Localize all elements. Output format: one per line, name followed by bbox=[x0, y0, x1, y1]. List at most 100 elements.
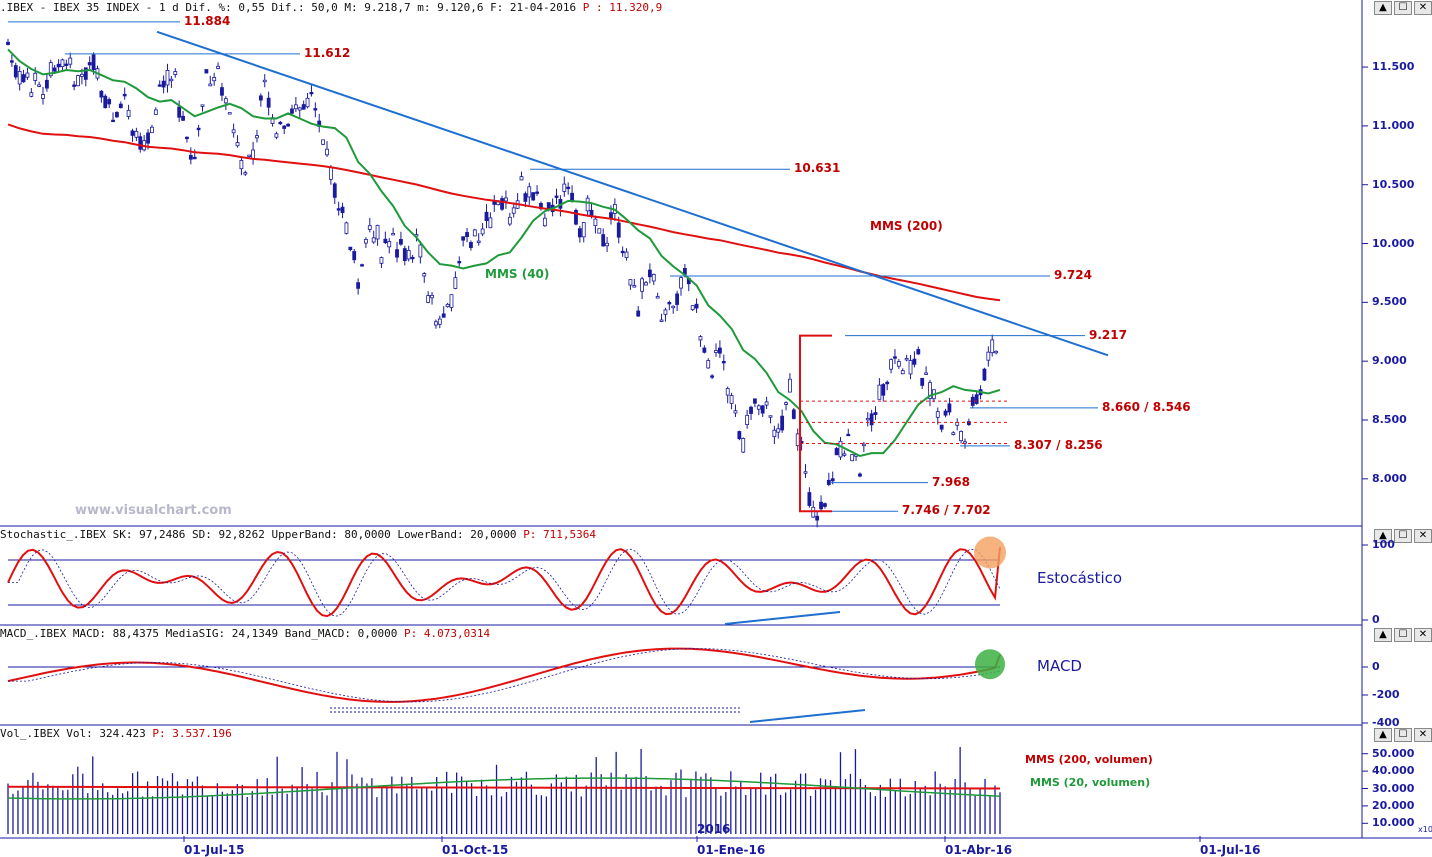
vol-window-buttons: ▲ ☐ ✕ bbox=[1362, 728, 1432, 742]
candle-body bbox=[76, 75, 80, 87]
price-axis-tick-label: 8.000 bbox=[1372, 471, 1407, 485]
candle-body bbox=[410, 256, 415, 260]
candle-body bbox=[698, 336, 703, 341]
candle-body bbox=[480, 228, 485, 235]
vol-mms20-line bbox=[7, 777, 1001, 800]
candle-body bbox=[768, 415, 773, 418]
vol-multiplier: x10 bbox=[1418, 825, 1432, 834]
candle-body bbox=[406, 249, 411, 260]
candle-body bbox=[68, 57, 73, 65]
candle-body bbox=[60, 59, 65, 68]
candle-body bbox=[17, 71, 22, 85]
candle-body bbox=[196, 127, 201, 131]
candle-body bbox=[636, 310, 641, 317]
x-axis-tick-label: 01-Abr-16 bbox=[945, 843, 1013, 857]
candle-body bbox=[418, 244, 423, 258]
candle-body bbox=[651, 273, 656, 282]
restore-button[interactable]: ☐ bbox=[1394, 529, 1412, 543]
price-level-label: 7.746 / 7.702 bbox=[902, 503, 991, 518]
candle-body bbox=[360, 264, 364, 267]
close-button[interactable]: ✕ bbox=[1414, 728, 1432, 742]
price-level-label: 8.307 / 8.256 bbox=[1014, 437, 1103, 452]
candle-body bbox=[216, 65, 220, 69]
candle-body bbox=[328, 166, 333, 180]
candle-body bbox=[153, 109, 158, 115]
maximize-button[interactable]: ▲ bbox=[1374, 529, 1392, 543]
candle-body bbox=[511, 207, 516, 214]
candle-body bbox=[457, 261, 462, 264]
candle-body bbox=[904, 358, 909, 361]
candle-body bbox=[367, 225, 372, 230]
candle-body bbox=[99, 90, 104, 98]
candle-body bbox=[103, 95, 108, 109]
maximize-button[interactable]: ▲ bbox=[1374, 628, 1392, 642]
candle-body bbox=[126, 109, 131, 117]
candle-body bbox=[449, 294, 454, 308]
candle-body bbox=[278, 121, 283, 125]
price-level-label: 7.968 bbox=[932, 474, 970, 489]
candle-body bbox=[437, 318, 442, 325]
x-axis-tick-label: 01-Jul-15 bbox=[184, 843, 245, 857]
candle-body bbox=[939, 424, 944, 430]
candle-body bbox=[986, 351, 991, 361]
candle-body bbox=[173, 71, 178, 75]
candle-body bbox=[935, 411, 940, 418]
candle-body bbox=[181, 115, 185, 121]
price-panel-header: .IBEX - IBEX 35 INDEX - 1 d Dif. %: 0,55… bbox=[0, 0, 1362, 16]
macd-highlight-marker bbox=[975, 649, 1005, 680]
price-axis-tick-label: 9.500 bbox=[1372, 295, 1407, 309]
restore-button[interactable]: ☐ bbox=[1394, 628, 1412, 642]
candle-body bbox=[928, 382, 932, 399]
candle-body bbox=[453, 277, 458, 289]
restore-button[interactable]: ☐ bbox=[1394, 1, 1412, 15]
candle-body bbox=[877, 384, 882, 400]
candle-body bbox=[745, 414, 750, 425]
macd-divergence-line bbox=[749, 709, 866, 723]
price-level-label: 10.631 bbox=[794, 161, 841, 176]
candle-body bbox=[869, 413, 874, 426]
price-axis-tick-label: 8.500 bbox=[1372, 413, 1407, 426]
trend-line bbox=[156, 30, 1109, 357]
candle-body bbox=[756, 405, 761, 410]
candle-body bbox=[784, 402, 788, 405]
price-level-label: 11.612 bbox=[304, 45, 351, 60]
candle-body bbox=[87, 62, 92, 66]
candle-body bbox=[780, 415, 785, 431]
candle-body bbox=[640, 278, 645, 292]
candle-body bbox=[469, 242, 473, 248]
candle-body bbox=[776, 428, 781, 433]
candle-body bbox=[45, 79, 49, 89]
maximize-button[interactable]: ▲ bbox=[1374, 1, 1392, 15]
stoch-header-text: Stochastic_.IBEX SK: 97,2486 SD: 92,8262… bbox=[0, 528, 524, 541]
candle-body bbox=[488, 217, 493, 229]
candle-body bbox=[535, 191, 539, 194]
candle-body bbox=[80, 73, 84, 77]
candle-body bbox=[344, 222, 349, 234]
candle-body bbox=[402, 248, 407, 262]
vol-mms200-line bbox=[7, 785, 1001, 790]
vol-header-text: Vol_.IBEX Vol: 324.423 bbox=[0, 727, 153, 740]
stoch-k-line bbox=[7, 547, 1001, 618]
mms200-line bbox=[7, 123, 1001, 302]
candle-body bbox=[165, 70, 170, 86]
candle-body bbox=[959, 431, 963, 442]
candle-body bbox=[710, 375, 715, 378]
restore-button[interactable]: ☐ bbox=[1394, 728, 1412, 742]
candle-body bbox=[823, 503, 827, 507]
candle-body bbox=[332, 183, 337, 198]
maximize-button[interactable]: ▲ bbox=[1374, 728, 1392, 742]
candle-body bbox=[527, 186, 532, 198]
candle-body bbox=[885, 381, 890, 385]
candle-body bbox=[204, 69, 209, 74]
candle-body bbox=[352, 251, 357, 261]
stoch-highlight-marker bbox=[974, 536, 1006, 569]
candle-body bbox=[865, 417, 870, 421]
candle-body bbox=[336, 208, 341, 211]
candle-body bbox=[220, 87, 224, 96]
candle-body bbox=[624, 251, 629, 259]
candle-body bbox=[791, 409, 796, 419]
stoch-divergence-line bbox=[724, 611, 841, 625]
mms40-label: MMS (40) bbox=[485, 267, 550, 281]
candle-body bbox=[803, 471, 808, 474]
